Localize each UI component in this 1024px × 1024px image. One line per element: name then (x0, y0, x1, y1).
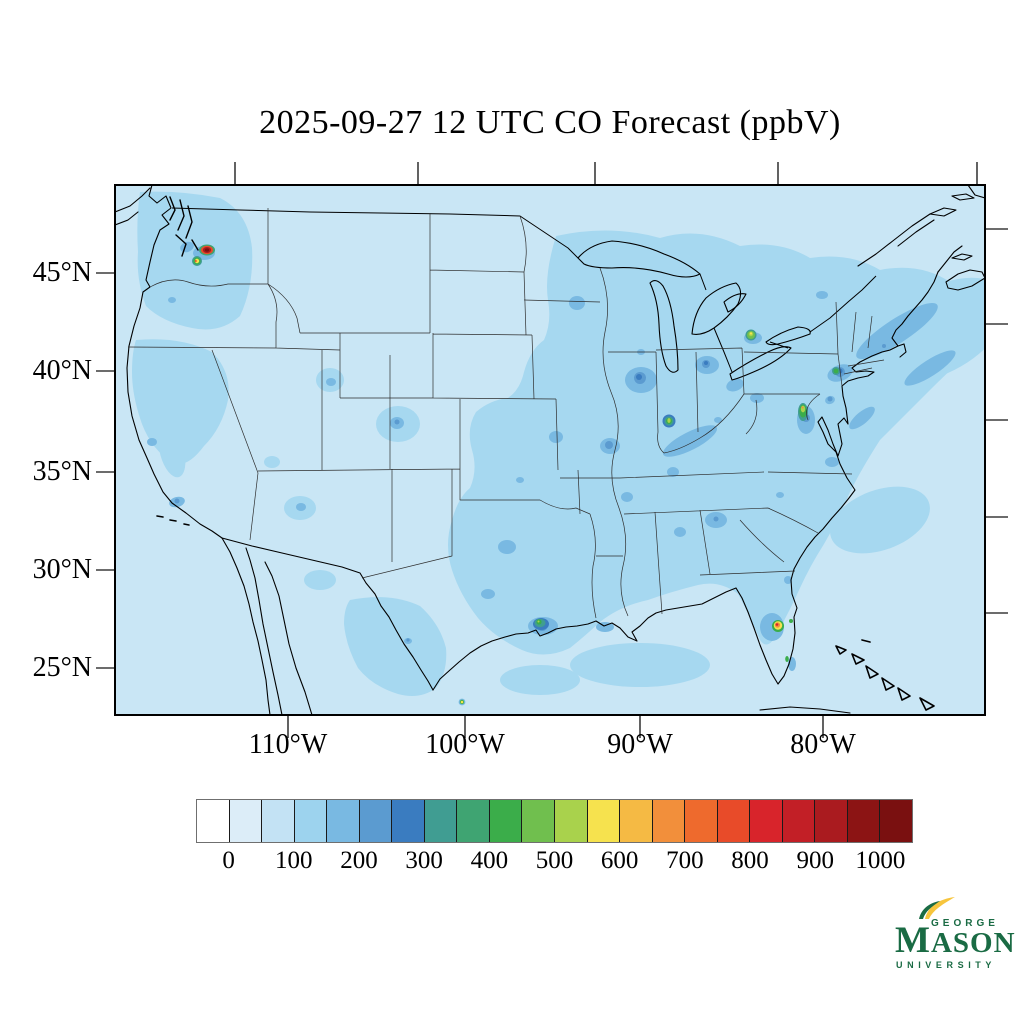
lon-tick-label-100w: 100°W (425, 729, 505, 760)
colorbar-cell (716, 800, 750, 842)
plot-title: 2025-09-27 12 UTC CO Forecast (ppbV) (259, 104, 841, 141)
lon-tick-label-80w: 80°W (790, 729, 856, 760)
colorbar-cell (749, 800, 782, 842)
colorbar-tick-label: 500 (535, 847, 574, 874)
colorbar-cell (619, 800, 652, 842)
colorbar-labels: 0 100 200 300 400 500 600 700 800 900 1000 (196, 847, 913, 877)
hotspot-houston (533, 618, 549, 630)
lon-tick-label-90w: 90°W (607, 729, 673, 760)
colorbar-tick-label: 700 (666, 847, 704, 874)
colorbar-cell (651, 800, 685, 842)
george-mason-university-logo: GEORGE MASON UNIVERSITY (889, 896, 1017, 980)
gmu-leaf-icon (919, 897, 955, 919)
colorbar-cell (391, 800, 424, 842)
colorbar-cell (684, 800, 717, 842)
colorbar-cell (261, 800, 294, 842)
colorbar-cell (521, 800, 555, 842)
colorbar-cell (456, 800, 489, 842)
hotspot-toronto (745, 329, 757, 341)
colorbar-cell (554, 800, 587, 842)
gmu-logo-george: GEORGE (931, 918, 999, 929)
colorbar (196, 799, 913, 843)
lat-tick-label-45n: 45°N (32, 257, 92, 288)
colorbar-cell (586, 800, 620, 842)
gmu-logo-mason: MASON (895, 920, 1016, 961)
hotspot-mexico (458, 698, 466, 706)
axis-ticks (96, 162, 1008, 738)
colorbar-tick-label: 200 (340, 847, 378, 874)
lat-tick-label-35n: 35°N (32, 456, 92, 487)
colorbar-cell (197, 800, 229, 842)
colorbar-tick-label: 100 (275, 847, 313, 874)
colorbar-cell (488, 800, 522, 842)
lon-tick-label-110w: 110°W (248, 729, 328, 760)
colorbar-cell (293, 800, 327, 842)
colorbar-tick-label: 300 (405, 847, 443, 874)
hotspot-washington-2 (192, 256, 202, 266)
map-field (115, 185, 985, 715)
hotspot-florida-coast (785, 619, 793, 662)
colorbar-cell (423, 800, 457, 842)
plot-frame (114, 184, 986, 716)
gmu-logo-university: UNIVERSITY (896, 960, 997, 970)
lat-tick-label-25n: 25°N (32, 652, 92, 683)
state-borders (127, 208, 885, 619)
hotspot-new-york (832, 367, 840, 375)
colorbar-tick-label: 600 (600, 847, 639, 874)
hotspot-baltimore-dc (798, 403, 808, 421)
colorbar-cell (879, 800, 913, 842)
colorbar-tick-label: 1000 (855, 847, 906, 874)
colorbar-tick-label: 900 (796, 847, 834, 874)
colorbar-tick-label: 0 (222, 847, 235, 874)
gmu-logo-mason-m: M (895, 920, 931, 961)
hotspot-indianapolis (662, 414, 676, 428)
colorbar-tick-label: 800 (731, 847, 769, 874)
lat-tick-label-30n: 30°N (32, 554, 92, 585)
coastlines (115, 185, 985, 715)
colorbar-cell (358, 800, 392, 842)
colorbar-cell (781, 800, 815, 842)
colorbar-cell (814, 800, 847, 842)
hotspot-washington-fire (199, 244, 215, 256)
colorbar-cell (326, 800, 359, 842)
lat-tick-label-40n: 40°N (32, 355, 92, 386)
colorbar-cell (228, 800, 262, 842)
colorbar-cell (846, 800, 880, 842)
colorbar-tick-label: 400 (470, 847, 509, 874)
hotspot-central-florida (772, 620, 784, 632)
